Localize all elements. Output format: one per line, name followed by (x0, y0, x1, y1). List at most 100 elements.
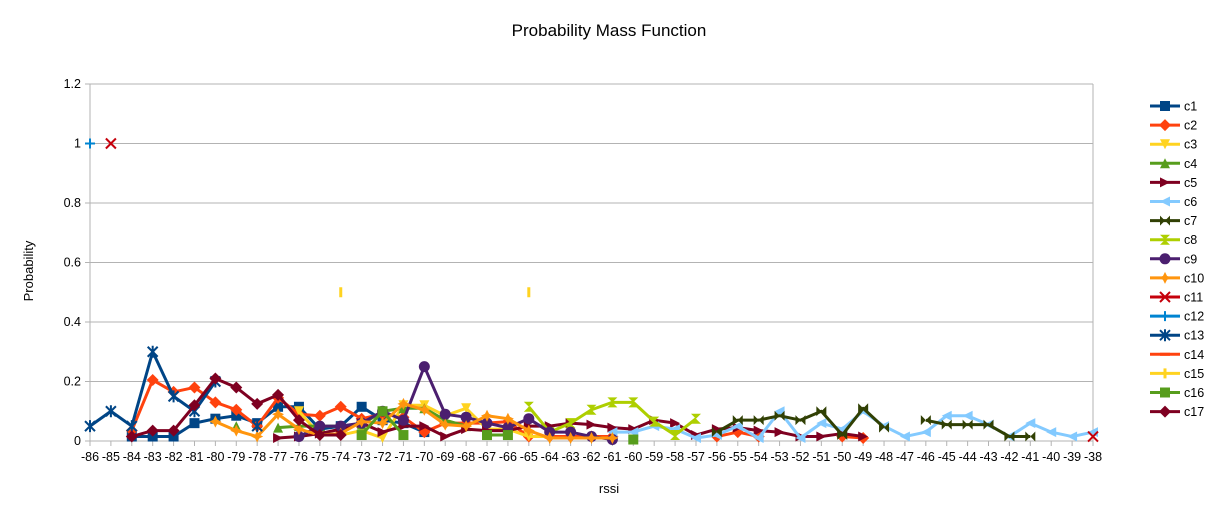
legend-label: c3 (1184, 138, 1197, 152)
x-tick-label: -85 (102, 450, 120, 464)
series-c7 (711, 403, 1036, 442)
data-point-c7 (711, 427, 722, 438)
series-c12 (85, 138, 95, 149)
legend-label: c8 (1184, 233, 1197, 247)
data-point-c13 (167, 390, 180, 403)
x-tick-label: -39 (1063, 450, 1081, 464)
data-point-c5 (607, 422, 618, 433)
legend-swatch-marker (1160, 177, 1170, 188)
data-point-c17 (146, 424, 159, 437)
data-point-c7 (1025, 431, 1036, 442)
data-point-c2 (146, 374, 159, 387)
x-tick-label: -40 (1042, 450, 1060, 464)
legend-label: c7 (1184, 214, 1197, 228)
x-tick-label: -64 (541, 450, 559, 464)
x-tick-label: -86 (81, 450, 99, 464)
data-point-c13 (251, 420, 263, 433)
x-tick-label: -72 (374, 450, 392, 464)
data-point-c16 (482, 430, 493, 441)
x-tick-label: -48 (875, 450, 893, 464)
data-point-c8 (670, 430, 681, 441)
legend-swatch-marker (1160, 387, 1170, 398)
data-point-c6 (795, 433, 806, 444)
y-tick-label: 1 (74, 137, 81, 151)
x-tick-label: -60 (624, 450, 642, 464)
data-point-c9 (418, 361, 430, 373)
data-point-c10 (272, 408, 285, 421)
x-tick-label: -65 (520, 450, 538, 464)
chart-title: Probability Mass Function (512, 21, 707, 40)
x-tick-label: -83 (144, 450, 162, 464)
data-point-c11 (105, 137, 117, 150)
legend-swatch-marker (1159, 253, 1171, 265)
data-point-c8 (628, 397, 639, 408)
x-tick-label: -73 (353, 450, 371, 464)
data-point-c5 (816, 431, 827, 442)
data-point-c2 (188, 381, 201, 394)
data-point-c10 (251, 430, 264, 443)
data-point-c7 (1004, 431, 1015, 442)
data-point-c5 (753, 425, 764, 436)
data-point-c8 (690, 413, 701, 424)
legend-item-c12: c12 (1150, 310, 1204, 324)
series-c17 (125, 372, 347, 443)
data-point-c5 (774, 427, 785, 438)
data-point-c6 (816, 418, 827, 429)
x-tick-label: -84 (123, 450, 141, 464)
data-point-c10 (355, 415, 368, 428)
data-point-c2 (230, 403, 243, 416)
x-tick-label: -59 (645, 450, 663, 464)
legend-item-c13: c13 (1150, 329, 1204, 343)
data-point-c10 (543, 432, 556, 445)
y-tick-label: 0.4 (64, 315, 81, 329)
data-point-c13 (105, 405, 117, 418)
legend-label: c17 (1184, 405, 1204, 419)
x-tick-label: -70 (415, 450, 433, 464)
legend-swatch-marker (1160, 234, 1170, 245)
data-point-c10 (418, 403, 431, 416)
data-point-c9 (439, 408, 451, 420)
legend-label: c1 (1184, 100, 1197, 114)
legend-swatch-marker (1160, 196, 1170, 207)
data-point-c6 (899, 431, 910, 442)
legend-item-c11: c11 (1150, 291, 1203, 305)
x-tick-label: -50 (833, 450, 851, 464)
data-point-c9 (523, 413, 535, 425)
y-axis-ticks: 0 0.2 0.4 0.6 0.8 1 1.2 (64, 77, 90, 448)
data-point-c1 (356, 401, 367, 412)
x-axis-ticks: -86 -85 -84 -83 -82 -81 -80 -79 -78 -77 -76 -75 -74-… (81, 441, 1102, 464)
legend-item-c4: c4 (1150, 157, 1197, 171)
data-point-c6 (1067, 431, 1078, 442)
data-point-c6 (690, 433, 701, 444)
legend-label: c9 (1184, 252, 1197, 266)
data-point-c12 (85, 138, 95, 149)
data-point-c17 (334, 429, 347, 442)
x-axis-title: rssi (599, 481, 619, 496)
data-point-c7 (858, 403, 869, 414)
y-tick-label: 0.8 (64, 196, 81, 210)
data-point-c5 (419, 421, 430, 432)
legend-swatch-marker (1163, 368, 1167, 379)
series-line-c9 (298, 365, 613, 441)
legend-swatch-marker (1160, 101, 1170, 111)
x-tick-label: -75 (311, 450, 329, 464)
legend-item-c9: c9 (1150, 252, 1197, 266)
data-point-c5 (670, 418, 681, 429)
data-point-c10 (564, 432, 577, 445)
x-tick-label: -45 (938, 450, 956, 464)
data-point-c7 (795, 415, 806, 426)
data-point-c8 (607, 397, 618, 408)
legend-item-c16: c16 (1150, 386, 1204, 400)
legend-label: c16 (1184, 386, 1204, 400)
data-point-c5 (586, 419, 597, 430)
legend-label: c10 (1184, 271, 1204, 285)
data-point-c17 (272, 388, 285, 401)
data-point-c9 (314, 420, 326, 432)
data-point-c17 (313, 429, 326, 442)
data-point-c2 (313, 409, 326, 422)
y-tick-label: 0.2 (64, 375, 81, 389)
x-tick-label: -53 (771, 450, 789, 464)
data-point-c7 (837, 430, 848, 441)
data-point-c9 (293, 431, 305, 443)
data-point-c10 (481, 409, 494, 422)
